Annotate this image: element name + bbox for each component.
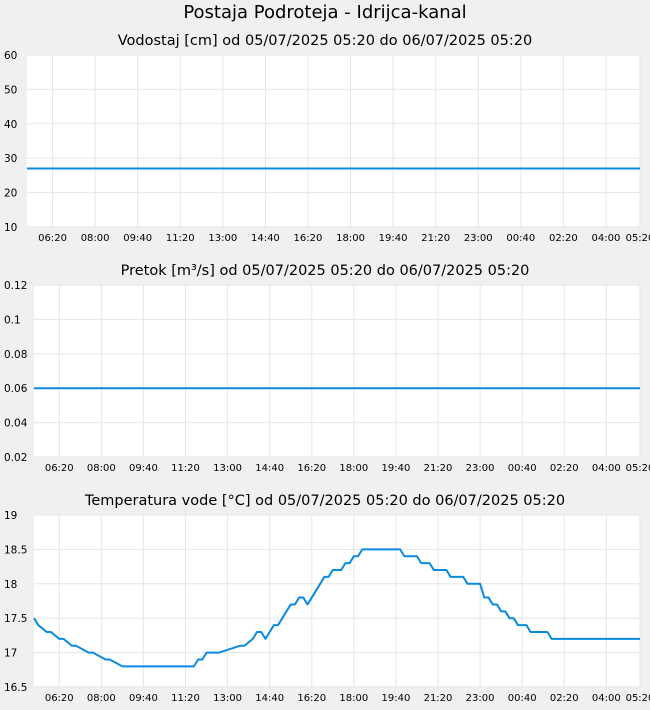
x-tick-label: 09:40 (123, 233, 152, 243)
x-tick-label: 05:20 (626, 693, 650, 704)
y-tick-label: 40 (4, 119, 17, 131)
x-tick-label: 21:20 (424, 693, 453, 704)
x-tick-label: 13:00 (208, 233, 237, 243)
x-tick-label: 00:40 (506, 233, 535, 243)
x-tick-label: 06:20 (38, 233, 67, 243)
x-tick-label: 19:40 (379, 233, 408, 243)
x-tick-label: 14:40 (255, 463, 284, 473)
chart-temperatura: Temperatura vode [°C] od 05/07/2025 05:2… (4, 493, 650, 704)
y-tick-label: 18.5 (4, 544, 27, 556)
chart-title: Vodostaj [cm] od 05/07/2025 05:20 do 06/… (118, 33, 532, 49)
plot-area (34, 285, 640, 457)
y-tick-label: 0.04 (4, 418, 28, 430)
y-tick-label: 0.1 (4, 314, 21, 326)
plot-area (27, 55, 640, 227)
chart-title: Temperatura vode [°C] od 05/07/2025 05:2… (84, 493, 565, 509)
x-tick-label: 04:00 (592, 693, 621, 704)
x-tick-label: 11:20 (171, 463, 200, 473)
y-tick-label: 0.12 (4, 280, 27, 292)
x-tick-label: 08:00 (87, 463, 116, 473)
y-tick-label: 17.5 (4, 613, 27, 625)
y-tick-label: 20 (4, 188, 17, 200)
x-tick-label: 18:00 (339, 693, 368, 704)
x-tick-label: 02:20 (550, 463, 579, 473)
x-tick-label: 00:40 (508, 693, 537, 704)
plot-area (34, 515, 640, 687)
x-tick-label: 09:40 (129, 693, 158, 704)
x-tick-label: 23:00 (466, 693, 495, 704)
x-tick-label: 16:20 (297, 693, 326, 704)
x-tick-label: 06:20 (45, 693, 74, 704)
x-tick-label: 02:20 (550, 693, 579, 704)
x-tick-label: 02:20 (549, 233, 578, 243)
y-tick-label: 10 (4, 222, 17, 234)
x-tick-label: 11:20 (166, 233, 195, 243)
x-tick-label: 05:20 (626, 463, 650, 473)
x-tick-label: 00:40 (508, 463, 537, 473)
y-tick-label: 0.02 (4, 452, 27, 464)
x-tick-label: 23:00 (466, 463, 495, 473)
x-tick-label: 19:40 (382, 693, 411, 704)
chart-pretok: Pretok [m³/s] od 05/07/2025 05:20 do 06/… (4, 263, 650, 473)
x-tick-label: 11:20 (171, 693, 200, 704)
x-tick-label: 16:20 (294, 233, 323, 243)
y-tick-label: 60 (4, 50, 17, 62)
x-tick-label: 14:40 (255, 693, 284, 704)
x-tick-label: 23:00 (464, 233, 493, 243)
y-tick-label: 18 (4, 579, 17, 591)
x-tick-label: 09:40 (129, 463, 158, 473)
y-tick-label: 19 (4, 510, 17, 522)
series-line (33, 548, 640, 668)
y-tick-label: 50 (4, 84, 17, 96)
y-tick-label: 30 (4, 153, 17, 165)
x-tick-label: 21:20 (421, 233, 450, 243)
chart-title: Pretok [m³/s] od 05/07/2025 05:20 do 06/… (121, 263, 530, 279)
page-title: Postaja Podroteja - Idrijca-kanal (183, 2, 467, 23)
x-tick-label: 08:00 (81, 233, 110, 243)
x-tick-label: 04:00 (592, 463, 621, 473)
y-tick-label: 16.5 (4, 682, 27, 694)
x-tick-label: 13:00 (213, 463, 242, 473)
y-tick-label: 0.08 (4, 349, 27, 361)
x-tick-label: 06:20 (45, 463, 74, 473)
x-tick-label: 08:00 (87, 693, 116, 704)
y-tick-label: 0.06 (4, 383, 28, 395)
x-tick-label: 16:20 (297, 463, 326, 473)
x-tick-label: 18:00 (339, 463, 368, 473)
x-tick-label: 05:20 (626, 233, 650, 243)
x-tick-label: 13:00 (213, 693, 242, 704)
chart-vodostaj: Vodostaj [cm] od 05/07/2025 05:20 do 06/… (4, 33, 650, 243)
x-tick-label: 14:40 (251, 233, 280, 243)
x-tick-label: 21:20 (424, 463, 453, 473)
x-tick-label: 19:40 (382, 463, 411, 473)
y-tick-label: 17 (4, 648, 17, 660)
x-tick-label: 18:00 (336, 233, 365, 243)
x-tick-label: 04:00 (592, 233, 621, 243)
